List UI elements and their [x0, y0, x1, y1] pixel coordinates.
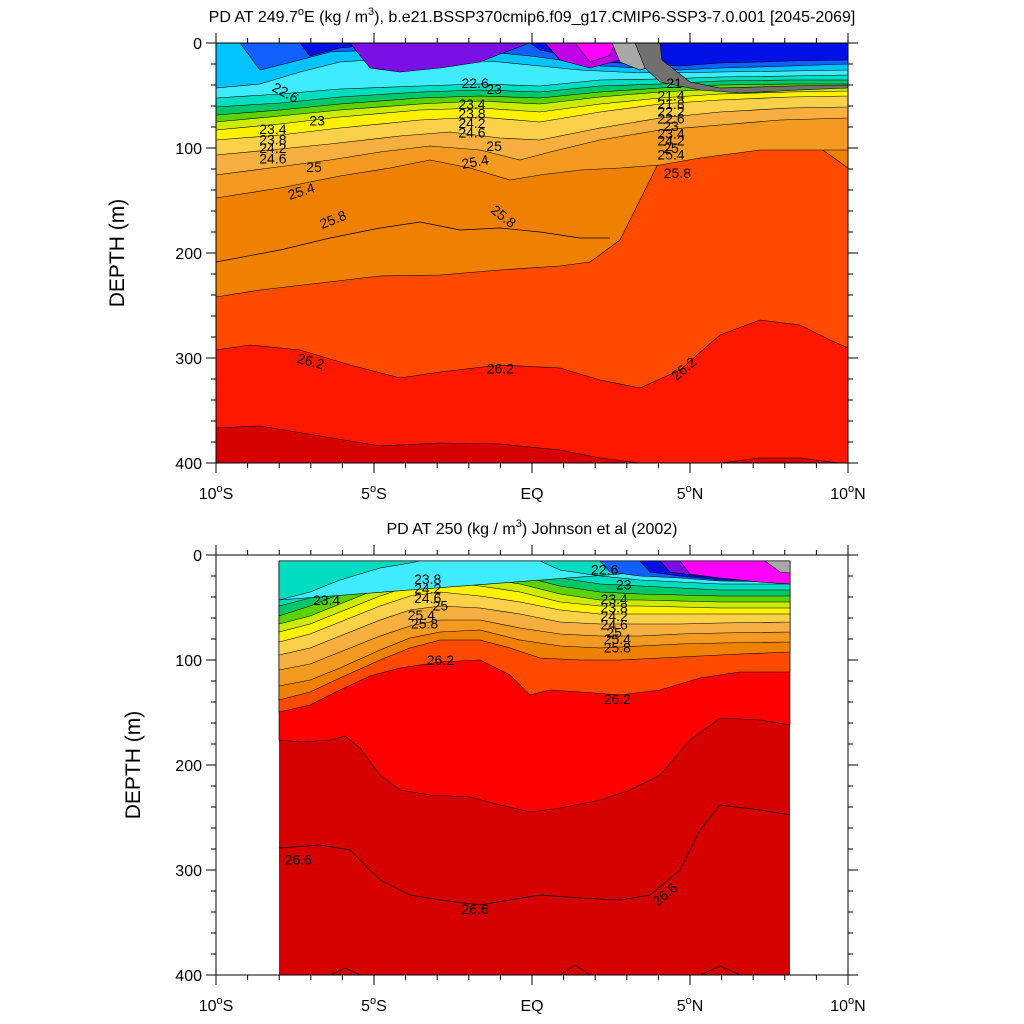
top-contour-label: 25 — [306, 159, 322, 175]
bottom-x-tick-label: 5oS — [361, 995, 387, 1015]
bottom-y-tick-label: 400 — [175, 968, 202, 985]
top-x-tick-label: EQ — [520, 486, 543, 503]
bottom-contour-line-26.6 — [278, 804, 791, 906]
top-contour-label: 23 — [309, 113, 325, 129]
bottom-contour-label: 23 — [616, 576, 632, 592]
top-y-tick-label: 100 — [175, 141, 202, 158]
bottom-contour-label: 23.4 — [313, 592, 340, 608]
bottom-plot-area — [278, 560, 791, 975]
bottom-contour-line-26.8 — [329, 964, 741, 975]
bottom-contour-label: 25.4 — [604, 631, 631, 647]
top-chart-title: PD AT 249.7oE (kg / m3), b.e21.BSSP370cm… — [209, 6, 856, 26]
bottom-x-tick-label: 5oN — [677, 995, 704, 1015]
top-y-tick-label: 0 — [193, 36, 202, 53]
top-contour-label: 22.6 — [657, 111, 684, 127]
top-contour-label: 24.6 — [259, 151, 286, 167]
top-contour-label: 23.8 — [259, 132, 286, 148]
top-contour-label: 22.2 — [657, 103, 684, 119]
top-panel: PD AT 249.7oE (kg / m3), b.e21.BSSP370cm… — [106, 6, 866, 503]
top-contour-label: 21 — [666, 75, 682, 91]
top-contour-label: 24.2 — [259, 140, 286, 156]
top-x-axis: 10oS 5oS EQ 5oN 10oN — [199, 33, 866, 503]
bottom-x-tick-label: EQ — [520, 998, 543, 1015]
top-fill-band-20.0 — [574, 43, 616, 63]
bottom-fill-band-20.6 — [764, 560, 791, 574]
top-fill-band-26.2 — [216, 319, 848, 463]
bottom-y-axis-label: DEPTH (m) — [122, 711, 145, 820]
bottom-x-axis: 10oS 5oS EQ 5oN 10oN — [199, 545, 866, 1015]
top-y-axis: 0 100 200 300 400 — [175, 36, 858, 473]
top-y-tick-label: 300 — [175, 351, 202, 368]
bottom-contour-label: 24.6 — [601, 616, 628, 632]
top-contour-label: 25.4 — [460, 151, 490, 172]
bottom-contour-label: 25.8 — [411, 615, 438, 631]
bottom-contour-label: 25.4 — [408, 607, 435, 623]
bottom-contour-label: 22.6 — [591, 562, 618, 578]
top-x-tick-label: 10oN — [830, 483, 865, 503]
top-contour-label: 25.4 — [657, 146, 684, 162]
top-contour-label: 26.2 — [487, 361, 514, 377]
bottom-contour-label: 25 — [606, 625, 622, 641]
top-fill-band-19.2 — [634, 43, 848, 94]
top-contour-label: 23 — [486, 81, 502, 97]
top-contour-label: 25 — [486, 138, 502, 154]
top-fill-band-26.8 — [719, 457, 841, 463]
top-y-axis-label: DEPTH (m) — [106, 199, 129, 308]
bottom-y-tick-label: 100 — [175, 653, 202, 670]
bottom-contour-label: 23.8 — [601, 600, 628, 616]
bottom-y-tick-label: 300 — [175, 863, 202, 880]
top-contour-label: 21.8 — [657, 96, 684, 112]
bottom-contour-label: 25.8 — [604, 639, 631, 655]
top-plot-area — [216, 43, 848, 463]
bottom-contour-label: 24.2 — [414, 581, 441, 597]
bottom-contour-labels: 23.423.824.224.62525.425.822.62323.423.8… — [285, 562, 681, 917]
top-x-tick-label: 10oS — [199, 483, 234, 503]
bottom-panel: PD AT 250 (kg / m3) Johnson et al (2002) — [122, 518, 866, 1015]
bottom-contour-label: 23.8 — [414, 571, 441, 587]
top-fill-band-20.8 — [349, 43, 531, 73]
bottom-y-tick-label: 0 — [193, 548, 202, 565]
top-y-tick-label: 200 — [175, 246, 202, 263]
top-y-tick-label: 400 — [175, 456, 202, 473]
bottom-contour-label: 26.2 — [604, 691, 631, 707]
top-contour-label: 23.4 — [458, 96, 485, 112]
top-contour-label: 24.2 — [657, 133, 684, 149]
bottom-contour-label: 24.2 — [601, 608, 628, 624]
bottom-contour-label: 26.6 — [461, 901, 488, 917]
top-contour-label: 24.2 — [458, 115, 485, 131]
bottom-contour-label: 26.2 — [427, 652, 454, 668]
top-contour-line-25.8 — [216, 221, 610, 263]
top-contour-label: 22.6 — [461, 75, 488, 91]
top-contour-label: 23.4 — [259, 121, 286, 137]
bottom-y-tick-label: 200 — [175, 758, 202, 775]
top-contour-label: 23 — [663, 118, 679, 134]
top-contour-label: 23.8 — [458, 105, 485, 121]
bottom-contour-label: 23.4 — [601, 591, 628, 607]
bottom-contour-label: 26.6 — [285, 852, 312, 868]
top-x-tick-label: 5oS — [361, 483, 387, 503]
bottom-contour-label: 24.6 — [414, 590, 441, 606]
top-contour-label: 21.4 — [657, 88, 684, 104]
top-contour-label: 25 — [663, 140, 679, 156]
bottom-x-tick-label: 10oS — [199, 995, 234, 1015]
top-contour-label: 23.4 — [657, 125, 684, 141]
bottom-y-axis: 0 100 200 300 400 — [175, 548, 858, 985]
top-x-tick-label: 5oN — [677, 483, 704, 503]
bottom-chart-title: PD AT 250 (kg / m3) Johnson et al (2002) — [386, 518, 677, 538]
top-contour-label: 25.8 — [664, 165, 691, 181]
bottom-x-tick-label: 10oN — [830, 995, 865, 1015]
bottom-contour-label: 25 — [433, 597, 449, 613]
top-contour-label: 26.2 — [296, 350, 327, 373]
top-contour-label: 24.6 — [458, 124, 485, 140]
top-fill-band-26.6 — [216, 425, 641, 463]
